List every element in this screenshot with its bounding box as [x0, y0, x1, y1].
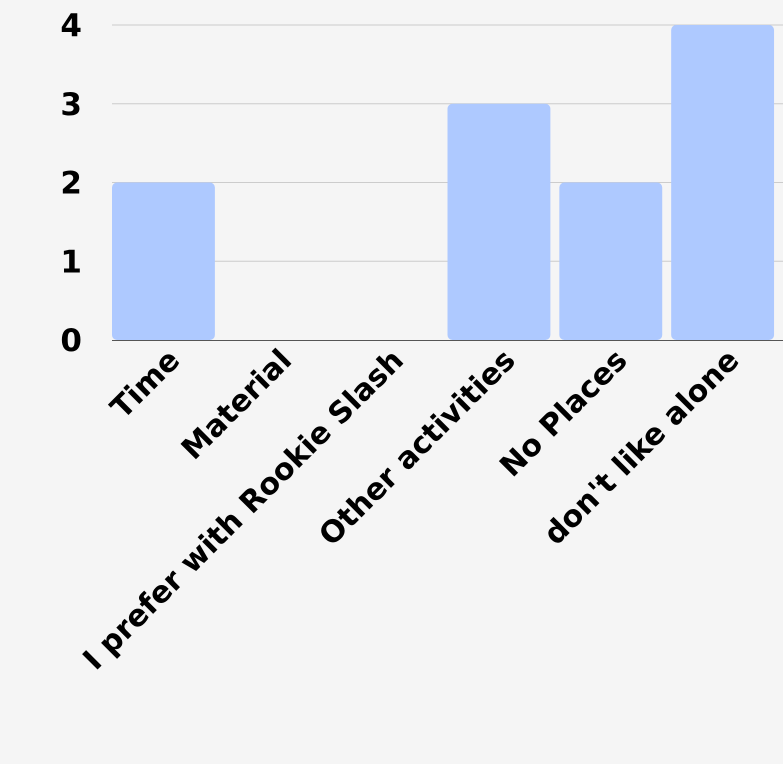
bar	[559, 182, 663, 340]
y-tick-label: 4	[60, 8, 82, 44]
bar	[112, 182, 215, 340]
bars	[112, 25, 775, 340]
bar	[671, 25, 775, 340]
y-tick-labels: 0 1 2 3 4	[60, 8, 82, 359]
x-tick-label: Other activities	[313, 343, 523, 553]
bar	[447, 103, 551, 340]
y-tick-label: 2	[60, 166, 82, 202]
x-tick-label: Time	[104, 343, 187, 426]
x-tick-label: don't like alone	[537, 343, 746, 552]
y-tick-label: 1	[60, 244, 82, 280]
y-tick-label: 0	[60, 323, 82, 359]
y-tick-label: 3	[60, 87, 82, 123]
